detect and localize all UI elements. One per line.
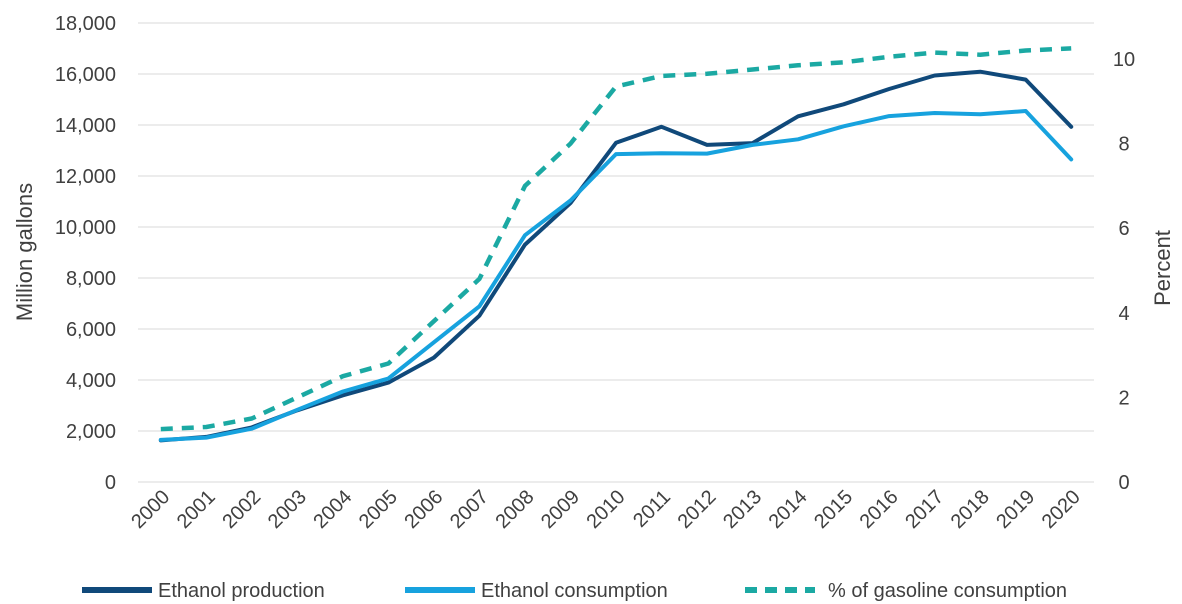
x-axis-ticks: 2000200120022003200420052006200720082009… bbox=[127, 486, 1084, 533]
series-line-gasoline-share bbox=[160, 46, 1072, 432]
y-tick-label: 4,000 bbox=[66, 370, 116, 392]
x-tick-label: 2005 bbox=[355, 486, 402, 533]
y-tick-label: 18,000 bbox=[55, 13, 116, 35]
y2-axis-ticks: 0 2 4 6 8 10 bbox=[1113, 49, 1135, 494]
legend-label-production: Ethanol production bbox=[158, 580, 325, 602]
x-tick-label: 2016 bbox=[856, 486, 903, 533]
y-tick-label: 6,000 bbox=[66, 319, 116, 341]
series-line-consumption bbox=[158, 109, 1074, 442]
y2-tick-label: 0 bbox=[1118, 472, 1129, 494]
x-tick-label: 2018 bbox=[947, 486, 994, 533]
x-tick-label: 2013 bbox=[719, 486, 766, 533]
x-tick-label: 2017 bbox=[901, 486, 948, 533]
x-tick-label: 2001 bbox=[173, 486, 220, 533]
x-tick-label: 2019 bbox=[992, 486, 1039, 533]
legend-item-production: Ethanol production bbox=[82, 580, 325, 602]
y-tick-label: 8,000 bbox=[66, 268, 116, 290]
y-axis-ticks: 0 2,000 4,000 6,000 8,000 10,000 12,000 14,000 1… bbox=[55, 13, 116, 494]
x-tick-label: 2000 bbox=[127, 486, 174, 533]
y2-tick-label: 6 bbox=[1118, 218, 1129, 240]
legend: Ethanol production Ethanol consumption %… bbox=[82, 580, 1067, 602]
y2-tick-label: 2 bbox=[1118, 387, 1129, 409]
x-tick-label: 2014 bbox=[765, 486, 812, 533]
x-tick-label: 2004 bbox=[309, 486, 356, 533]
y-tick-label: 14,000 bbox=[55, 115, 116, 137]
y-axis-title: Million gallons bbox=[12, 183, 37, 321]
y-tick-label: 16,000 bbox=[55, 64, 116, 86]
y2-axis-title: Percent bbox=[1150, 230, 1175, 306]
y2-tick-label: 10 bbox=[1113, 49, 1135, 71]
series-lines bbox=[158, 46, 1074, 443]
gridlines bbox=[138, 22, 1094, 483]
y-tick-label: 2,000 bbox=[66, 421, 116, 443]
y2-tick-label: 4 bbox=[1118, 303, 1129, 325]
legend-label-gasoline-share: % of gasoline consumption bbox=[828, 580, 1067, 602]
x-tick-label: 2010 bbox=[583, 486, 630, 533]
x-tick-label: 2007 bbox=[446, 486, 493, 533]
x-tick-label: 2012 bbox=[674, 486, 721, 533]
y2-tick-label: 8 bbox=[1118, 134, 1129, 156]
x-tick-label: 2015 bbox=[810, 486, 857, 533]
x-tick-label: 2003 bbox=[264, 486, 311, 533]
x-tick-label: 2006 bbox=[400, 486, 447, 533]
y-tick-label: 0 bbox=[105, 472, 116, 494]
legend-label-consumption: Ethanol consumption bbox=[481, 580, 668, 602]
y-tick-label: 12,000 bbox=[55, 166, 116, 188]
x-tick-label: 2008 bbox=[491, 486, 538, 533]
legend-item-gasoline-share: % of gasoline consumption bbox=[745, 580, 1067, 602]
x-tick-label: 2009 bbox=[537, 486, 584, 533]
x-tick-label: 2002 bbox=[218, 486, 265, 533]
x-tick-label: 2011 bbox=[629, 486, 675, 532]
legend-item-consumption: Ethanol consumption bbox=[405, 580, 668, 602]
y-tick-label: 10,000 bbox=[55, 217, 116, 239]
x-tick-label: 2020 bbox=[1038, 486, 1085, 533]
series-line-production bbox=[158, 69, 1074, 443]
